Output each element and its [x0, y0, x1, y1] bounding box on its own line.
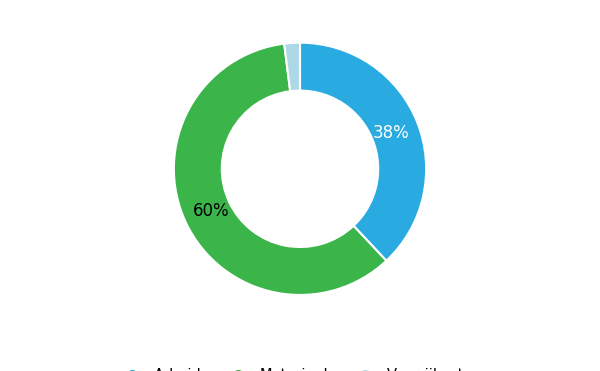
Wedge shape: [300, 43, 426, 261]
Text: 38%: 38%: [373, 124, 410, 142]
Wedge shape: [284, 43, 300, 91]
Wedge shape: [174, 44, 386, 295]
Text: 60%: 60%: [193, 202, 229, 220]
Legend: Arbeid, Materiaal, Voorrijkosten: Arbeid, Materiaal, Voorrijkosten: [112, 362, 488, 371]
